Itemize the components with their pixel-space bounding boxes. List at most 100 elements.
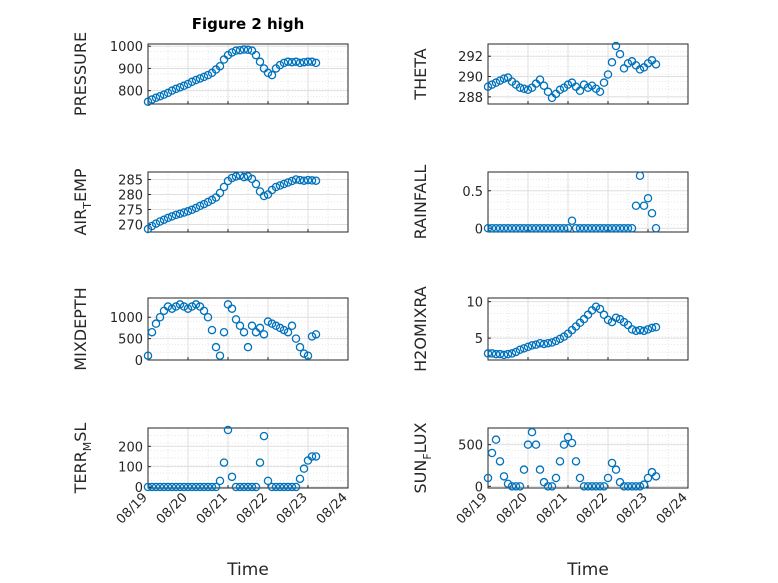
data-point	[171, 302, 181, 311]
data-point	[163, 482, 173, 492]
data-point	[215, 61, 225, 71]
data-point	[571, 223, 581, 233]
data-point	[203, 482, 213, 492]
data-point	[267, 482, 277, 492]
data-point	[255, 458, 265, 467]
data-point	[539, 339, 549, 349]
data-point	[175, 83, 185, 92]
data-point	[247, 482, 257, 492]
data-point	[287, 57, 297, 67]
data-point	[503, 349, 513, 359]
data-point	[587, 223, 597, 233]
axes-box	[147, 43, 349, 105]
data-point	[147, 95, 157, 104]
data-point	[635, 65, 645, 74]
data-point	[187, 77, 197, 87]
data-point	[651, 60, 661, 69]
data-point	[527, 427, 537, 437]
y-tick-label: 280	[118, 189, 143, 204]
x-tick-label: 08/22	[234, 490, 271, 527]
data-point	[279, 325, 289, 335]
data-point	[143, 482, 153, 492]
data-point	[483, 349, 493, 358]
data-point	[187, 302, 197, 311]
data-point	[187, 205, 197, 215]
data-point	[155, 91, 165, 101]
data-point	[543, 223, 553, 233]
x-axis-label: Time	[226, 560, 269, 580]
data-point	[583, 83, 593, 92]
data-point	[303, 351, 313, 360]
data-point	[651, 223, 661, 233]
data-point	[219, 458, 229, 467]
data-point	[519, 465, 529, 474]
data-point	[639, 326, 649, 336]
data-point	[615, 223, 625, 233]
data-point	[527, 223, 537, 233]
data-point	[595, 482, 605, 491]
x-tick-label: 08/23	[614, 490, 651, 527]
data-point	[307, 176, 317, 185]
data-point	[299, 176, 309, 185]
data-point	[583, 310, 593, 320]
data-point	[231, 46, 241, 55]
data-point	[531, 340, 541, 349]
y-tick-label: 0.5	[462, 185, 483, 200]
data-point	[275, 181, 285, 190]
y-tick-label: 288	[458, 91, 483, 106]
data-point	[251, 50, 261, 60]
x-tick-label: 08/23	[274, 490, 311, 527]
data-point	[175, 300, 185, 309]
data-point	[579, 223, 589, 233]
figure-title: Figure 2 high	[192, 15, 305, 33]
data-point	[507, 223, 517, 233]
data-point	[191, 203, 201, 213]
data-point	[199, 482, 209, 492]
data-point	[575, 223, 585, 233]
data-point	[543, 482, 553, 491]
y-tick-label: 0	[475, 222, 483, 237]
data-point	[259, 330, 269, 339]
data-point	[535, 338, 545, 348]
axes-box	[147, 171, 349, 233]
data-point	[627, 482, 637, 491]
data-point	[519, 344, 529, 353]
data-point	[559, 440, 569, 449]
data-point	[231, 315, 241, 324]
data-point	[487, 223, 497, 233]
data-point	[559, 223, 569, 233]
data-point	[307, 452, 317, 461]
data-point	[219, 182, 229, 192]
x-tick-label: 08/19	[454, 490, 491, 527]
data-point	[639, 480, 649, 489]
data-point	[199, 72, 209, 82]
data-point	[283, 327, 293, 337]
data-point	[587, 482, 597, 491]
data-point	[155, 217, 165, 226]
data-point	[251, 179, 261, 189]
data-point	[491, 435, 501, 444]
data-point	[623, 59, 633, 68]
data-point	[591, 482, 601, 491]
x-tick-label: 08/19	[114, 490, 151, 527]
data-point	[523, 223, 533, 233]
data-point	[619, 482, 629, 491]
x-axis-label: Time	[566, 560, 609, 580]
data-point	[199, 306, 209, 316]
data-point	[547, 482, 557, 491]
data-point	[627, 325, 637, 334]
data-point	[239, 327, 249, 337]
y-axis-label: RAINFALL	[411, 165, 430, 240]
data-point	[495, 349, 505, 359]
data-point	[171, 84, 181, 94]
data-point	[591, 223, 601, 233]
data-point	[615, 477, 625, 487]
data-point	[535, 75, 545, 84]
data-point	[207, 325, 217, 335]
data-point	[291, 175, 301, 184]
data-point	[515, 223, 525, 233]
y-tick-label: 900	[118, 62, 143, 77]
data-point	[243, 342, 253, 352]
data-point	[251, 327, 261, 337]
